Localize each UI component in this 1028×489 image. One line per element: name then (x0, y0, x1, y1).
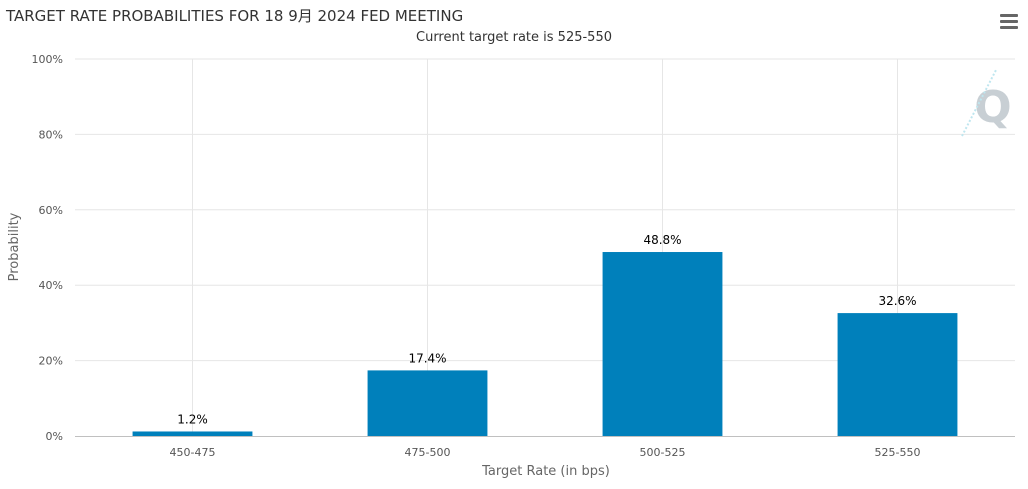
watermark-logo: Q (961, 69, 1012, 137)
data-label: 1.2% (177, 412, 208, 426)
y-tick-label: 20% (39, 355, 63, 368)
x-axis-title: Target Rate (in bps) (481, 464, 610, 479)
y-axis-title: Probability (7, 212, 22, 281)
y-tick-label: 40% (39, 279, 63, 292)
chart-subtitle: Current target rate is 525-550 (416, 30, 612, 45)
data-label: 17.4% (408, 351, 446, 365)
hamburger-menu-icon[interactable] (1000, 14, 1018, 30)
x-tick-label: 500-525 (640, 446, 686, 459)
y-tick-label: 0% (46, 430, 63, 443)
chart-title: TARGET RATE PROBABILITIES FOR 18 9月 2024… (6, 7, 464, 25)
x-tick-label: 475-500 (405, 446, 451, 459)
y-tick-labels: 0% 20% 40% 60% 80% 100% (32, 53, 63, 443)
x-tick-label: 525-550 (875, 446, 921, 459)
bar-500-525[interactable] (602, 252, 723, 436)
data-labels: 1.2% 17.4% 48.8% 32.6% (177, 233, 916, 426)
data-label: 32.6% (878, 294, 916, 308)
y-tick-label: 60% (39, 204, 63, 217)
y-tick-label: 100% (32, 53, 63, 66)
y-tick-label: 80% (39, 128, 63, 141)
bars (132, 252, 958, 436)
data-label: 48.8% (643, 233, 681, 247)
bar-475-500[interactable] (367, 370, 488, 436)
x-tick-label: 450-475 (170, 446, 216, 459)
watermark-letter: Q (974, 82, 1011, 133)
bar-450-475[interactable] (132, 431, 253, 436)
x-tick-labels: 450-475 475-500 500-525 525-550 (170, 446, 921, 459)
bar-525-550[interactable] (837, 313, 958, 436)
